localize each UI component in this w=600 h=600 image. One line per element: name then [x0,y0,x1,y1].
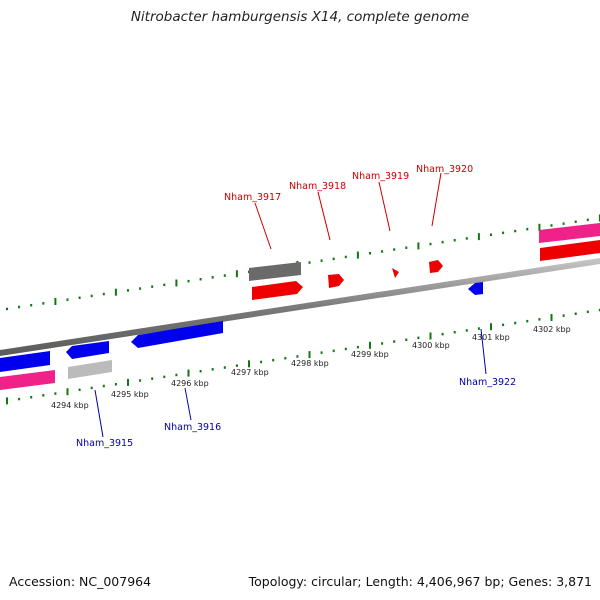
genome-backbone [0,258,600,356]
leader-line [317,191,331,241]
gene-nham-3915 [66,341,109,359]
scale-label: 4297 kbp [231,368,269,377]
forward-tick-track [6,214,600,311]
gene-gray-forward [249,262,301,281]
gene-label-nham-3915: Nham_3915 [76,438,133,449]
gene-label-nham-3918: Nham_3918 [289,181,346,192]
leader-line [431,172,442,227]
genome-stats-label: Topology: circular; Length: 4,406,967 bp… [248,574,592,589]
scale-label: 4295 kbp [111,390,149,399]
gene-nham-3919 [392,268,399,278]
gene-label-nham-3922: Nham_3922 [459,377,516,388]
accession-label: Accession: NC_007964 [9,574,152,589]
reverse-tick-track [6,308,600,405]
gene-nham-3922 [468,282,483,295]
scale-label: 4294 kbp [51,401,89,410]
gene-red-forward-right [540,240,600,261]
gene-nham-3918 [328,274,344,288]
scale-label: 4296 kbp [171,379,209,388]
scale-label: 4300 kbp [412,341,450,350]
gene-nham-3916 [131,321,223,348]
gene-label-nham-3919: Nham_3919 [352,171,409,182]
gene-label-nham-3920: Nham_3920 [416,164,473,175]
gene-pink-forward-right [539,223,600,243]
map-title: Nitrobacter hamburgensis X14, complete g… [130,9,470,25]
gene-nham-3920 [429,260,443,273]
gene-label-nham-3917: Nham_3917 [224,192,281,203]
gene-label-nham-3916: Nham_3916 [164,422,221,433]
scale-label: 4301 kbp [472,333,510,342]
leader-line [94,389,104,438]
scale-label: 4298 kbp [291,359,329,368]
gene-gray-reverse [68,360,112,379]
gene-blue-reverse-left [0,351,50,372]
leader-line [184,387,192,421]
gene-nham-3917 [252,281,303,300]
scale-label: 4299 kbp [351,350,389,359]
scale-label: 4302 kbp [533,325,571,334]
leader-line [480,328,487,375]
leader-line [378,181,391,232]
gene-pink-reverse-left [0,370,55,390]
leader-line [254,202,272,250]
